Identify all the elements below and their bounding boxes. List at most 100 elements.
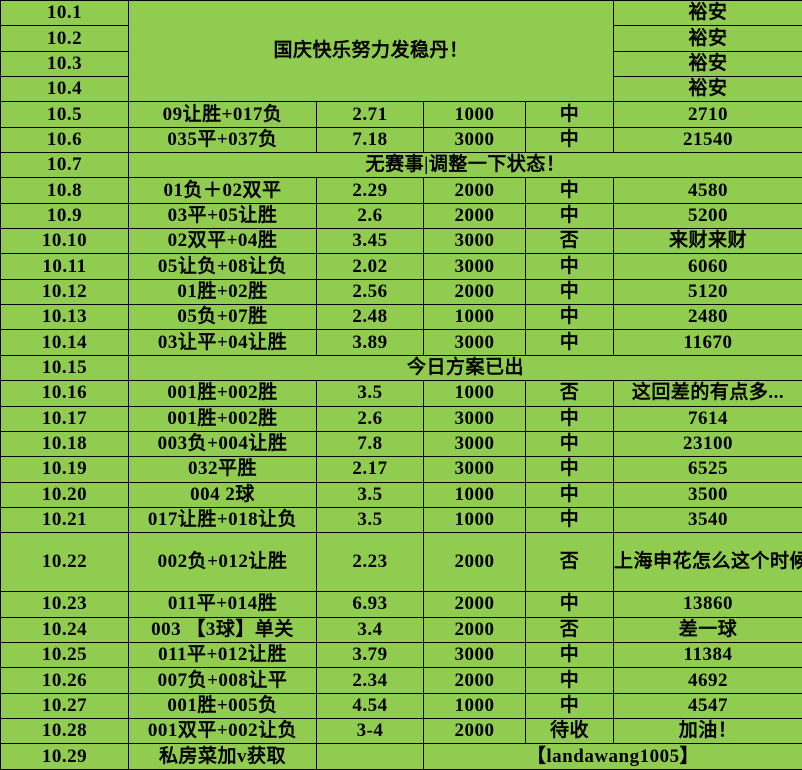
cell-stake: 2000	[423, 532, 526, 593]
cell-odds: 3-4	[316, 717, 424, 745]
cell-return: 这回差的有点多...	[613, 380, 802, 407]
cell-pick: 004 2球	[128, 481, 317, 508]
cell-date: 10.17	[0, 405, 129, 432]
cell-date: 10.14	[0, 329, 129, 356]
cell-odds: 2.17	[316, 456, 424, 483]
table-row: 10.21 017让胜+018让负 3.5 1000 中 3540	[0, 506, 802, 534]
cell-stake: 2000	[423, 616, 526, 643]
cell-note: 无赛事|调整一下状态！	[127, 152, 802, 179]
cell-odds: 4.54	[316, 692, 424, 719]
cell-stake: 3000	[423, 253, 526, 280]
cell-date: 10.2	[0, 25, 129, 52]
table-row: 10.4 裕安	[0, 76, 802, 103]
cell-stake: 2000	[423, 177, 526, 204]
cell-date: 10.15	[0, 354, 129, 382]
table-row: 10.23 011平+014胜 6.93 2000 中 13860	[0, 591, 802, 618]
table-row: 10.1 国庆快乐努力发稳丹！ 裕安	[0, 0, 802, 103]
table-row: 10.11 05让负+08让负 2.02 3000 中 6060	[0, 253, 802, 280]
cell-pick: 011平+014胜	[128, 591, 317, 618]
cell-pick: 001胜+002胜	[128, 380, 317, 407]
table-row: 10.16 001胜+002胜 3.5 1000 否 这回差的有点多...	[0, 380, 802, 407]
cell-odds: 3.5	[316, 506, 424, 534]
cell-date: 10.10	[0, 228, 129, 255]
cell-hit: 中	[524, 304, 615, 331]
cell-odds: 3.5	[316, 481, 424, 508]
cell-date: 10.29	[0, 743, 129, 770]
cell-note: 今日方案已出	[127, 354, 802, 382]
cell-hit: 否	[524, 532, 615, 593]
cell-odds: 3.79	[316, 641, 424, 669]
cell-stake: 2000	[423, 278, 526, 306]
cell-return: 2480	[613, 304, 802, 331]
cell-odds: 7.18	[316, 126, 424, 154]
cell-odds: 2.02	[316, 253, 424, 280]
cell-return: 11670	[613, 329, 802, 356]
cell-pick: 05负+07胜	[128, 304, 317, 331]
table-row: 10.7 无赛事|调整一下状态！	[0, 152, 802, 179]
cell-date: 10.4	[0, 76, 129, 103]
cell-pick: 03平+05让胜	[128, 202, 317, 230]
cell-hit: 否	[524, 380, 615, 407]
cell-return: 4580	[613, 177, 802, 204]
cell-stake: 3000	[423, 456, 526, 483]
cell-stake: 3000	[423, 405, 526, 432]
cell-date: 10.19	[0, 456, 129, 483]
table-row: 10.28 001双平+002让负 3-4 2000 待收 加油！	[0, 717, 802, 745]
cell-odds: 3.4	[316, 616, 424, 643]
cell-return: 差一球	[613, 616, 802, 643]
cell-stake: 2000	[423, 202, 526, 230]
cell-hit: 中	[524, 253, 615, 280]
table-row: 10.19 032平胜 2.17 3000 中 6525	[0, 456, 802, 483]
cell-return: 3500	[613, 481, 802, 508]
cell-date: 10.25	[0, 641, 129, 669]
cell-pick: 003负+004让胜	[128, 430, 317, 458]
cell-date: 10.1	[0, 0, 129, 27]
table-row: 10.29 私房菜加v获取 【landawang1005】	[0, 743, 802, 770]
cell-odds: 2.34	[316, 667, 424, 694]
contact-handle[interactable]: 【landawang1005】	[422, 743, 802, 770]
cell-date: 10.21	[0, 506, 129, 534]
cell-hit: 中	[524, 481, 615, 508]
cell-date: 10.18	[0, 430, 129, 458]
cell-pick: 001胜+005负	[128, 692, 317, 719]
cell-stake: 2000	[423, 591, 526, 618]
cell-odds: 3.45	[316, 228, 424, 255]
cell-return: 4547	[613, 692, 802, 719]
cell-hit: 待收	[524, 717, 615, 745]
brand-label: 裕安	[613, 0, 802, 27]
cell-hit: 中	[524, 430, 615, 458]
cell-pick: 001双平+002让负	[128, 717, 317, 745]
cell-return: 4692	[613, 667, 802, 694]
cell-pick: 032平胜	[128, 456, 317, 483]
cell-date: 10.8	[0, 177, 129, 204]
cell-odds: 3.89	[316, 329, 424, 356]
table-row: 10.9 03平+05让胜 2.6 2000 中 5200	[0, 202, 802, 230]
cell-hit: 否	[524, 228, 615, 255]
table-row: 10.18 003负+004让胜 7.8 3000 中 23100	[0, 430, 802, 458]
cell-odds: 2.23	[316, 532, 424, 593]
cell-stake: 1000	[423, 380, 526, 407]
cell-odds: 6.93	[316, 591, 424, 618]
cell-hit: 中	[524, 278, 615, 306]
table-row: 10.14 03让平+04让胜 3.89 3000 中 11670	[0, 329, 802, 356]
brand-label: 裕安	[613, 76, 802, 103]
cell-return: 11384	[613, 641, 802, 669]
cell-date: 10.28	[0, 717, 129, 745]
cell-date: 10.20	[0, 481, 129, 508]
cell-date: 10.27	[0, 692, 129, 719]
cell-date: 10.26	[0, 667, 129, 694]
cell-hit: 中	[524, 506, 615, 534]
cell-return: 3540	[613, 506, 802, 534]
table-row: 10.3 裕安	[0, 50, 802, 78]
table-row: 10.25 011平+012让胜 3.79 3000 中 11384	[0, 641, 802, 669]
cell-pick: 035平+037负	[128, 126, 317, 154]
cell-return: 6060	[613, 253, 802, 280]
cell-date: 10.24	[0, 616, 129, 643]
cell-pick: 002负+012让胜	[128, 532, 317, 593]
cell-stake: 1000	[423, 101, 526, 128]
cell-odds: 2.71	[316, 101, 424, 128]
cell-odds: 2.6	[316, 202, 424, 230]
cell-pick: 03让平+04让胜	[128, 329, 317, 356]
cell-pick: 017让胜+018让负	[128, 506, 317, 534]
